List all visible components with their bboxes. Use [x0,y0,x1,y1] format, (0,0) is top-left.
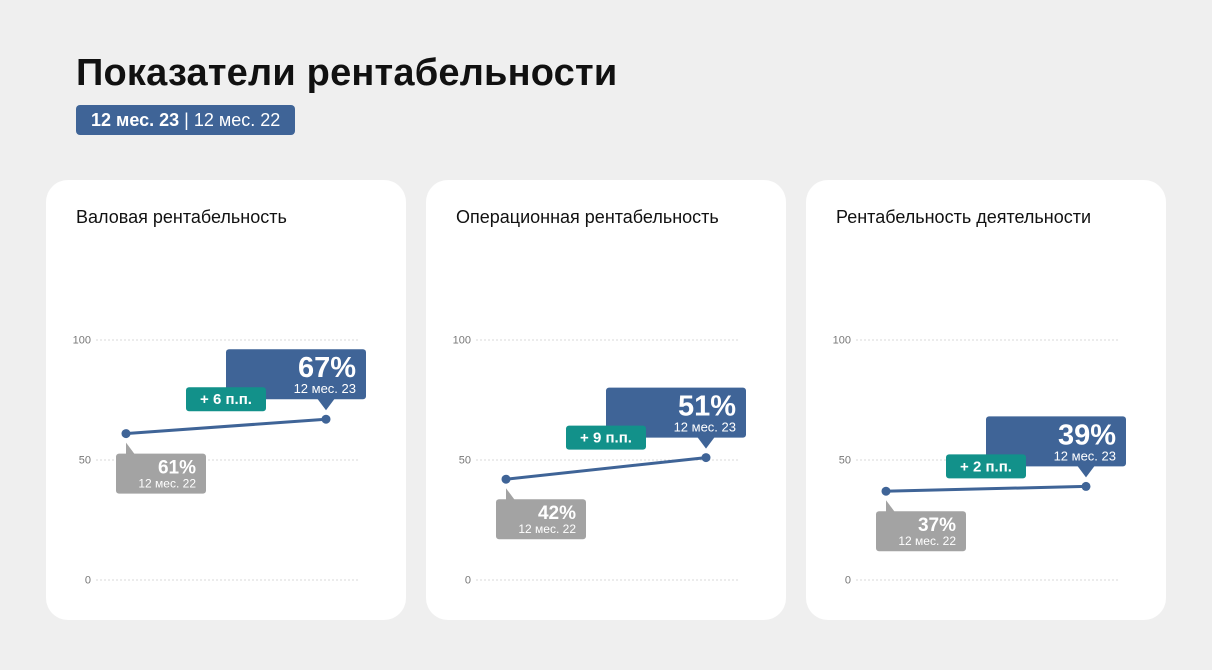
series-line [124,417,328,436]
y-tick-label: 100 [453,335,471,347]
delta-box [566,425,646,450]
previous-period-label: 12 мес. 22 [138,477,196,491]
chart-card-activity-profitability: Рентабельность деятельности 0 50 100 37% 12 … [806,180,1166,620]
period-previous-label: 12 мес. 22 [193,109,281,130]
callout-pointer [697,436,715,449]
callout-box [116,453,206,494]
delta-box [946,454,1026,479]
y-tick-label: 50 [839,455,851,467]
data-point-current [1081,481,1091,491]
callout-current: 67%12 мес. 23 [226,349,366,411]
delta-label: + 9 п.п. [580,430,632,447]
current-period-label: 12 мес. 23 [1054,448,1116,463]
series-line [504,456,708,481]
period-separator: | [184,109,189,130]
current-period-label: 12 мес. 23 [674,420,736,435]
current-value-label: 67% [298,352,356,384]
chart-title: Валовая рентабельность [76,207,287,227]
data-point-previous [121,429,131,439]
delta-label: + 6 п.п. [200,391,252,408]
previous-period-label: 12 мес. 22 [518,522,576,536]
callout-previous: 37%12 мес. 22 [876,500,966,552]
y-tick-label: 50 [459,455,471,467]
delta-label: + 2 п.п. [960,458,1012,475]
callout-pointer [506,488,515,501]
callout-pointer [886,500,895,513]
data-point-previous [881,486,891,496]
previous-period-label: 12 мес. 22 [898,534,956,548]
period-current-label: 12 мес. 23 [91,109,180,130]
callout-pointer [126,442,135,455]
data-point-previous [501,474,511,484]
y-tick-label: 0 [85,575,91,587]
callout-current: 39%12 мес. 23 [986,416,1126,478]
callout-box [876,511,966,552]
page-title: Показатели рентабельности [76,52,618,94]
y-tick-label: 50 [79,455,91,467]
series-line [884,484,1088,493]
callout-previous: 42%12 мес. 22 [496,488,586,540]
current-period-label: 12 мес. 23 [294,381,356,396]
callout-box [606,387,746,438]
callout-box [496,499,586,540]
callout-pointer [1077,465,1095,478]
current-value-label: 51% [678,391,736,423]
data-point-current [701,453,711,463]
y-tick-label: 0 [465,575,471,587]
chart-title: Операционная рентабельность [456,207,719,227]
callout-box [226,349,366,400]
previous-value-label: 37% [918,515,956,536]
delta-badge: + 2 п.п. [946,454,1026,479]
callout-current: 51%12 мес. 23 [606,387,746,449]
previous-value-label: 42% [538,503,576,524]
data-point-current [321,414,331,424]
delta-box [186,387,266,412]
delta-badge: + 6 п.п. [186,387,266,412]
period-legend: 12 мес. 23 | 12 мес. 22 [76,105,296,135]
current-value-label: 39% [1058,419,1116,451]
callout-box [986,416,1126,467]
y-tick-label: 100 [833,335,851,347]
delta-badge: + 9 п.п. [566,425,646,450]
chart-card-gross-margin: Валовая рентабельность 0 50 100 61% 12 мес. … [46,180,406,620]
y-tick-label: 100 [73,335,91,347]
chart-title: Рентабельность деятельности [836,207,1092,227]
previous-value-label: 61% [158,458,196,479]
chart-card-operating-margin: Операционная рентабельность 0 50 100 42% 12 … [426,180,786,620]
callout-pointer [317,398,335,411]
callout-previous: 61%12 мес. 22 [116,442,206,494]
y-tick-label: 0 [845,575,851,587]
